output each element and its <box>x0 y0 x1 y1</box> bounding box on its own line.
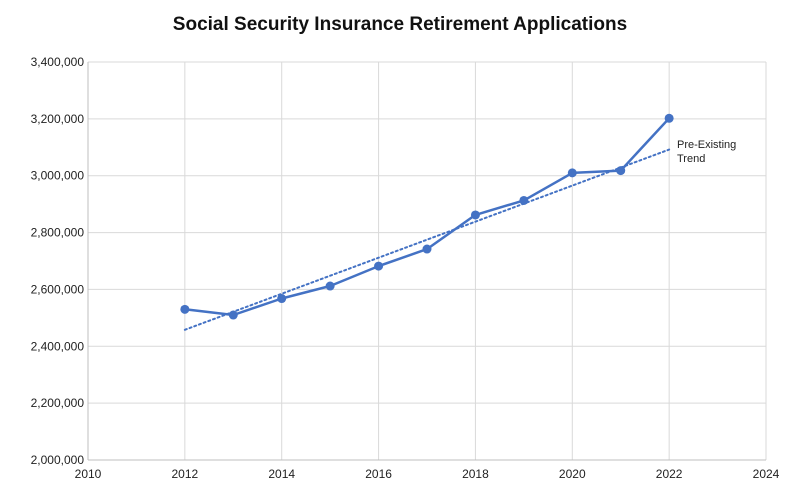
y-tick-label: 2,600,000 <box>31 282 85 296</box>
y-tick-label: 3,400,000 <box>31 55 85 69</box>
data-point <box>422 244 432 254</box>
trend-annotation: Pre-Existing <box>677 139 736 151</box>
data-point <box>519 195 529 205</box>
x-tick-label: 2016 <box>365 467 392 481</box>
data-point <box>616 166 626 176</box>
series-line <box>184 117 671 317</box>
data-point <box>470 210 480 220</box>
data-point <box>180 304 190 314</box>
x-tick-label: 2010 <box>75 467 102 481</box>
trend-annotation: Trend <box>677 153 705 165</box>
x-tick-label: 2012 <box>172 467 199 481</box>
data-point <box>277 294 287 304</box>
x-tick-label: 2018 <box>462 467 489 481</box>
y-tick-label: 2,200,000 <box>31 396 85 410</box>
chart-title: Social Security Insurance Retirement App… <box>172 14 628 35</box>
data-point <box>664 113 674 123</box>
trendline <box>183 148 671 331</box>
y-tick-label: 2,800,000 <box>31 226 85 240</box>
x-tick-label: 2014 <box>268 467 295 481</box>
data-point <box>228 310 238 320</box>
x-tick-label: 2024 <box>753 467 780 481</box>
data-point <box>567 168 577 178</box>
x-tick-label: 2022 <box>656 467 683 481</box>
y-tick-label: 3,000,000 <box>31 169 85 183</box>
y-tick-label: 2,400,000 <box>31 339 85 353</box>
data-point <box>374 261 384 271</box>
y-tick-label: 2,000,000 <box>31 453 85 467</box>
y-tick-label: 3,200,000 <box>31 112 85 126</box>
data-point <box>325 281 335 291</box>
x-tick-label: 2020 <box>559 467 586 481</box>
